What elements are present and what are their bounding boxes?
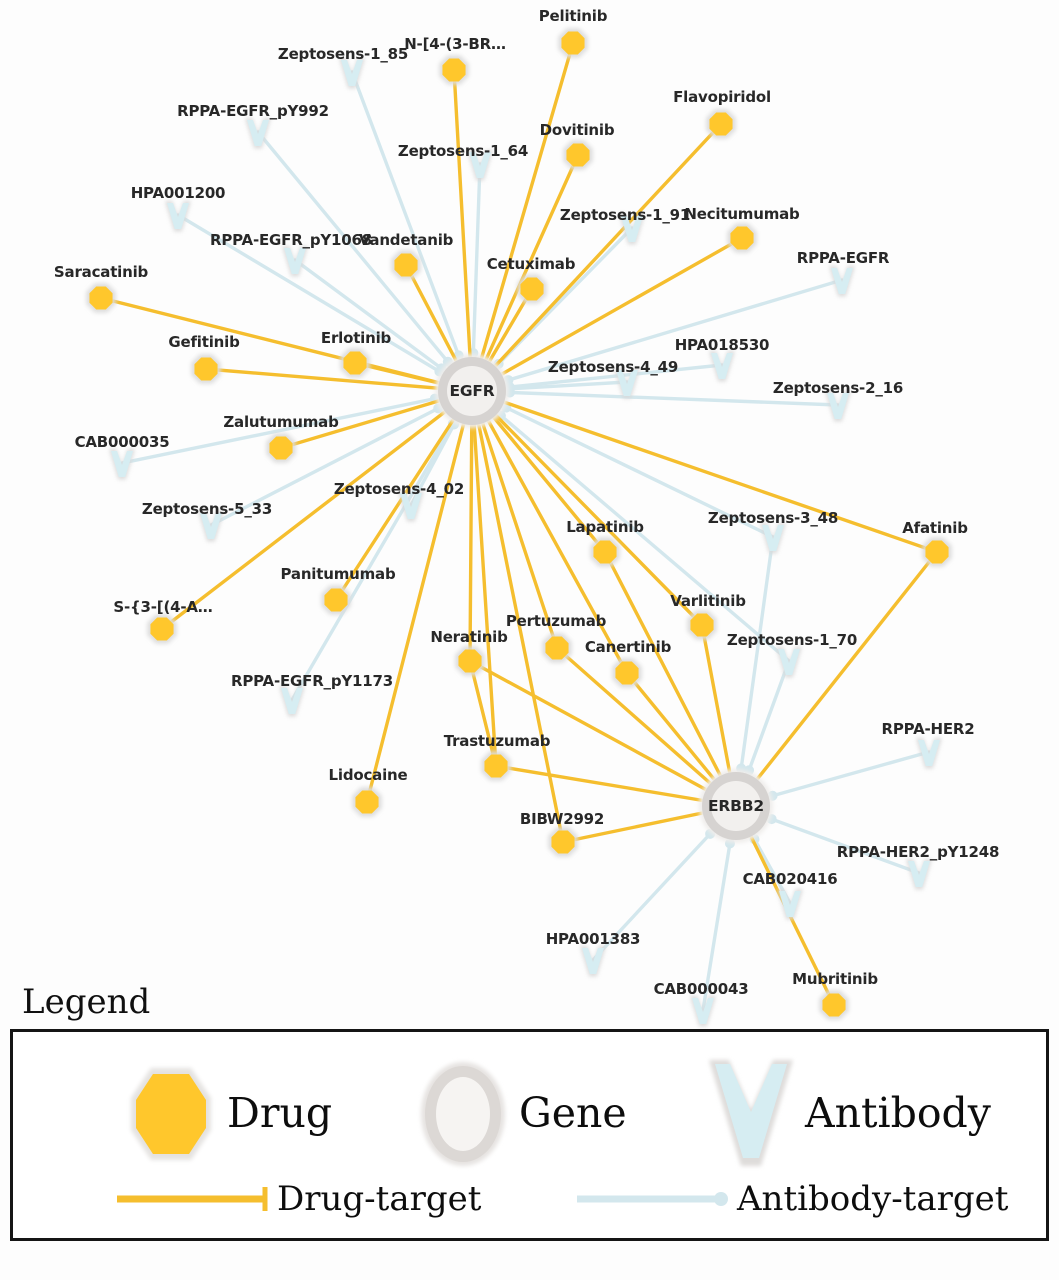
legend-gene-entry: Gene (413, 1054, 627, 1174)
legend-drug-entry: Drug (121, 1054, 332, 1174)
legend-antibody-label: Antibody (805, 1089, 991, 1138)
legend-antibody-target-entry: Antibody-target (573, 1182, 1008, 1216)
chevron-icon (709, 1059, 793, 1166)
legend-drug-target-entry: Drug-target (113, 1182, 481, 1216)
network-graph (86, 28, 952, 1027)
drug-target-edges (99, 41, 939, 1007)
drug-nodes (86, 28, 952, 1020)
octagon-icon (131, 1067, 211, 1160)
legend: Legend Drug Gene (0, 982, 1059, 1241)
legend-title: Legend (22, 982, 151, 1022)
legend-drug-label: Drug (227, 1089, 333, 1138)
legend-gene-label: Gene (519, 1089, 627, 1138)
dot-marker (577, 1191, 728, 1206)
circle-icon (421, 1061, 505, 1166)
legend-drug-target-label: Drug-target (277, 1178, 482, 1219)
gene-nodes (435, 354, 773, 843)
legend-antibody-target-label: Antibody-target (737, 1178, 1009, 1219)
legend-antibody-entry: Antibody (703, 1054, 991, 1174)
legend-box: Drug Gene Antibody (10, 1028, 1049, 1241)
antibody-nodes (109, 57, 942, 1027)
bar-marker (117, 1186, 268, 1211)
